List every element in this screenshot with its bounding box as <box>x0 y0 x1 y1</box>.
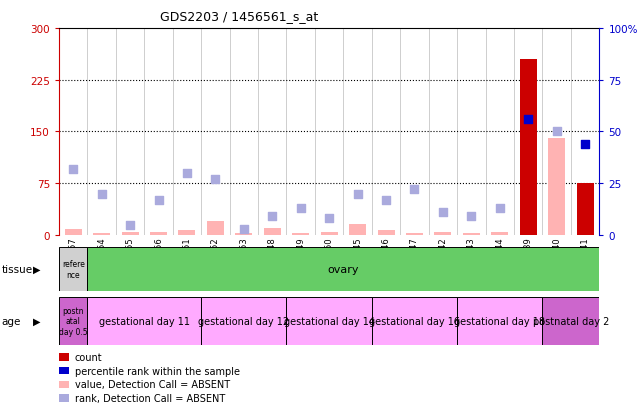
Text: count: count <box>75 352 103 362</box>
Point <box>353 191 363 197</box>
Point <box>267 214 278 220</box>
Bar <box>207 222 224 235</box>
Text: tissue: tissue <box>1 264 33 275</box>
Text: value, Detection Call = ABSENT: value, Detection Call = ABSENT <box>75 380 230 389</box>
Point <box>125 222 135 228</box>
Bar <box>292 233 309 235</box>
Text: gestational day 16: gestational day 16 <box>369 316 460 326</box>
Text: GDS2203 / 1456561_s_at: GDS2203 / 1456561_s_at <box>160 10 319 23</box>
Point <box>68 166 78 173</box>
Bar <box>59 248 87 291</box>
Text: ▶: ▶ <box>33 264 40 275</box>
Point <box>410 187 420 193</box>
Bar <box>59 297 87 345</box>
Text: ovary: ovary <box>328 264 359 275</box>
Text: percentile rank within the sample: percentile rank within the sample <box>75 366 240 376</box>
Bar <box>406 233 423 235</box>
Point <box>296 205 306 212</box>
Bar <box>457 297 542 345</box>
Point <box>438 209 448 216</box>
Point <box>381 197 391 204</box>
Bar <box>287 297 372 345</box>
Point <box>182 170 192 177</box>
Text: gestational day 18: gestational day 18 <box>454 316 545 326</box>
Bar <box>122 232 138 235</box>
Text: age: age <box>1 316 21 326</box>
Bar <box>435 232 451 235</box>
Bar <box>548 139 565 235</box>
Bar <box>93 233 110 235</box>
Text: postnatal day 2: postnatal day 2 <box>533 316 609 326</box>
Bar <box>378 230 395 235</box>
Bar <box>491 233 508 235</box>
Bar <box>320 232 338 235</box>
Point <box>153 197 163 204</box>
Bar <box>463 233 480 235</box>
Bar <box>235 233 253 235</box>
Bar <box>65 230 81 235</box>
Text: refere
nce: refere nce <box>62 260 85 279</box>
Point <box>523 116 533 123</box>
Bar <box>150 233 167 235</box>
Point <box>210 176 221 183</box>
Text: gestational day 14: gestational day 14 <box>284 316 374 326</box>
Bar <box>542 297 599 345</box>
Point <box>495 205 505 212</box>
Bar <box>577 184 594 235</box>
Bar <box>87 297 201 345</box>
Text: ▶: ▶ <box>33 316 40 326</box>
Point <box>466 214 476 220</box>
Text: rank, Detection Call = ABSENT: rank, Detection Call = ABSENT <box>75 393 225 403</box>
Point <box>324 216 335 222</box>
Bar <box>372 297 457 345</box>
Text: gestational day 11: gestational day 11 <box>99 316 190 326</box>
Text: postn
atal
day 0.5: postn atal day 0.5 <box>59 306 88 336</box>
Point <box>580 141 590 148</box>
Bar <box>349 224 366 235</box>
Bar <box>178 230 196 235</box>
Point <box>97 191 107 197</box>
Text: gestational day 12: gestational day 12 <box>198 316 289 326</box>
Bar <box>263 228 281 235</box>
Bar <box>201 297 287 345</box>
Point <box>551 129 562 135</box>
Point <box>238 226 249 233</box>
Bar <box>520 60 537 235</box>
